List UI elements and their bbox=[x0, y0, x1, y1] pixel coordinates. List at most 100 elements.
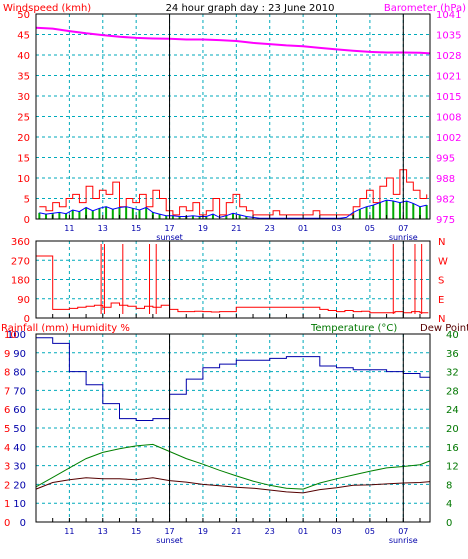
humidity-tick-label: 40 bbox=[13, 443, 26, 454]
x-tick-label: 15 bbox=[131, 527, 141, 536]
x-tick-label: 07 bbox=[398, 527, 408, 536]
temperature-tick-label: 32 bbox=[446, 368, 459, 379]
temperature-tick-label: 20 bbox=[446, 424, 459, 435]
x-tick-label: 19 bbox=[198, 224, 208, 233]
windspeed-tick-label: 5 bbox=[24, 195, 30, 206]
rain-tick-label: 9 bbox=[4, 349, 10, 360]
barometer-tick-label: 1002 bbox=[436, 133, 461, 144]
x-tick-label: 23 bbox=[265, 224, 275, 233]
x-tick-label: 17 bbox=[164, 527, 174, 536]
humidity-tick-label: 20 bbox=[13, 480, 26, 491]
rain-tick-label: 10 bbox=[4, 330, 17, 341]
direction-tick-label: 360 bbox=[11, 237, 30, 248]
barometer-tick-label: 975 bbox=[436, 215, 455, 226]
humidity-tick-label: 60 bbox=[13, 405, 26, 416]
wind-avg-line bbox=[39, 199, 427, 219]
humidity-tick-label: 100 bbox=[7, 330, 26, 341]
humidity-tick-label: 0 bbox=[20, 518, 26, 529]
windspeed-tick-label: 35 bbox=[17, 72, 30, 83]
barometer-axis-label: Barometer (hPa) bbox=[384, 3, 466, 14]
x-tick-label: 05 bbox=[365, 224, 375, 233]
rain-tick-label: 2 bbox=[4, 480, 10, 491]
x-tick-label: 17 bbox=[164, 224, 174, 233]
direction-tick-label: 180 bbox=[11, 276, 30, 287]
marker-label: sunset bbox=[156, 233, 183, 242]
panel-frame bbox=[35, 333, 431, 523]
humidity-tick-label: 10 bbox=[13, 499, 26, 510]
x-tick-label: 05 bbox=[365, 527, 375, 536]
rain-tick-label: 8 bbox=[4, 368, 10, 379]
wind-direction-line bbox=[36, 255, 429, 314]
x-tick-label: 23 bbox=[265, 527, 275, 536]
x-tick-label: 15 bbox=[131, 224, 141, 233]
rain-tick-label: 5 bbox=[4, 424, 10, 435]
x-tick-label: 11 bbox=[64, 527, 74, 536]
marker-label: sunrise bbox=[389, 536, 418, 545]
barometer-tick-label: 982 bbox=[436, 195, 455, 206]
x-tick-label: 01 bbox=[298, 224, 308, 233]
x-tick-label: 07 bbox=[398, 224, 408, 233]
barometer-tick-label: 1021 bbox=[436, 72, 461, 83]
temperature-axis-label: Temperature (°C) bbox=[310, 323, 397, 334]
windspeed-tick-label: 15 bbox=[17, 154, 30, 165]
windspeed-tick-label: 40 bbox=[17, 51, 30, 62]
temperature-line bbox=[35, 443, 431, 490]
compass-tick-label: W bbox=[438, 256, 448, 267]
barometer-tick-label: 1035 bbox=[436, 31, 461, 42]
x-tick-label: 19 bbox=[198, 527, 208, 536]
temperature-tick-label: 0 bbox=[446, 518, 452, 529]
marker-label: sunset bbox=[156, 536, 183, 545]
rainfall-axis-label: Rainfall (mm) Humidity % bbox=[1, 323, 130, 334]
temperature-tick-label: 4 bbox=[446, 499, 452, 510]
humidity-tick-label: 50 bbox=[13, 424, 26, 435]
barometer-line bbox=[35, 26, 431, 55]
direction-tick-label: 0 bbox=[24, 314, 30, 325]
dewpoint-axis-label: Dew Point bbox=[420, 323, 468, 334]
humidity-tick-label: 70 bbox=[13, 386, 26, 397]
x-tick-label: 21 bbox=[231, 224, 241, 233]
windspeed-axis-label: Windspeed (kmh) bbox=[3, 3, 91, 14]
humidity-tick-label: 30 bbox=[13, 462, 26, 473]
x-tick-label: 11 bbox=[64, 224, 74, 233]
x-tick-label: 03 bbox=[331, 224, 341, 233]
temperature-tick-label: 28 bbox=[446, 386, 459, 397]
x-tick-label: 13 bbox=[98, 224, 108, 233]
barometer-tick-label: 1028 bbox=[436, 51, 461, 62]
barometer-tick-label: 1008 bbox=[436, 113, 461, 124]
x-tick-label: 03 bbox=[331, 527, 341, 536]
x-tick-label: 21 bbox=[231, 527, 241, 536]
x-tick-label: 01 bbox=[298, 527, 308, 536]
windspeed-tick-label: 45 bbox=[17, 31, 30, 42]
barometer-tick-label: 988 bbox=[436, 174, 455, 185]
rain-tick-label: 7 bbox=[4, 386, 10, 397]
direction-tick-label: 90 bbox=[17, 295, 30, 306]
dewpoint-line bbox=[35, 477, 431, 494]
temperature-tick-label: 12 bbox=[446, 462, 459, 473]
compass-tick-label: N bbox=[438, 314, 445, 325]
direction-tick-label: 270 bbox=[11, 256, 30, 267]
graph-title: 24 hour graph day : 23 June 2010 bbox=[166, 3, 335, 14]
windspeed-tick-label: 25 bbox=[17, 113, 30, 124]
rain-tick-label: 1 bbox=[4, 499, 10, 510]
windspeed-tick-label: 10 bbox=[17, 174, 30, 185]
windspeed-tick-label: 30 bbox=[17, 92, 30, 103]
humidity-tick-label: 90 bbox=[13, 349, 26, 360]
windspeed-tick-label: 0 bbox=[24, 215, 30, 226]
rain-tick-label: 6 bbox=[4, 405, 10, 416]
windspeed-tick-label: 50 bbox=[17, 10, 30, 21]
rain-tick-label: 4 bbox=[4, 443, 10, 454]
temperature-tick-label: 16 bbox=[446, 443, 459, 454]
panel-frame bbox=[35, 13, 431, 220]
barometer-tick-label: 1015 bbox=[436, 92, 461, 103]
wind-gust-line bbox=[39, 169, 428, 216]
rain-tick-label: 0 bbox=[4, 518, 10, 529]
temperature-tick-label: 36 bbox=[446, 349, 459, 360]
compass-tick-label: S bbox=[438, 276, 444, 287]
windspeed-tick-label: 20 bbox=[17, 133, 30, 144]
temperature-tick-label: 8 bbox=[446, 480, 452, 491]
humidity-tick-label: 80 bbox=[13, 368, 26, 379]
marker-label: sunrise bbox=[389, 233, 418, 242]
temperature-tick-label: 24 bbox=[446, 405, 459, 416]
barometer-tick-label: 995 bbox=[436, 154, 455, 165]
